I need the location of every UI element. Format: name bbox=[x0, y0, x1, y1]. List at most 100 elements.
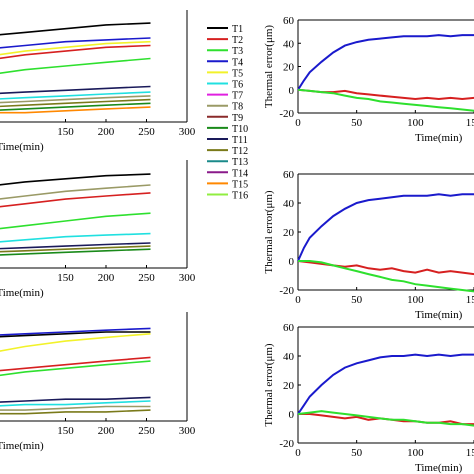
x-tick-label: 0 bbox=[295, 294, 301, 306]
y-tick-label: 40 bbox=[283, 38, 295, 50]
x-tick-label: 200 bbox=[98, 425, 115, 437]
y-axis-label: Thermal error(μm) bbox=[263, 343, 275, 426]
series-line-T1 bbox=[0, 22, 151, 36]
series-line-T12 bbox=[0, 409, 151, 415]
series-line-T2 bbox=[0, 192, 151, 208]
legend-label-T7: T7 bbox=[232, 91, 243, 102]
x-tick-label: 0 bbox=[295, 117, 301, 129]
x-tick-label: 150 bbox=[466, 447, 474, 459]
y-tick-label: 40 bbox=[283, 198, 295, 210]
series-line-T8 bbox=[0, 184, 151, 200]
x-tick-label: 50 bbox=[351, 447, 363, 459]
series-line-T5 bbox=[0, 333, 151, 352]
legend-label-T4: T4 bbox=[232, 57, 243, 68]
legend-label-T3: T3 bbox=[232, 46, 243, 57]
series-line-T6 bbox=[0, 91, 151, 100]
y-tick-label: 20 bbox=[283, 227, 295, 239]
x-axis-label: Time(min) bbox=[0, 141, 44, 153]
series-line-T1 bbox=[0, 173, 151, 186]
thermal-error-panel-3: -200204060050100150Time(min)Thermal erro… bbox=[263, 322, 474, 474]
series-line-T10 bbox=[0, 248, 151, 256]
series-line-1 bbox=[297, 353, 474, 415]
y-tick-label: -20 bbox=[279, 438, 294, 450]
series-line-T15 bbox=[0, 106, 151, 114]
series-line-T6 bbox=[0, 232, 151, 243]
legend-label-T5: T5 bbox=[232, 68, 243, 79]
x-tick-label: 150 bbox=[466, 117, 474, 129]
series-line-3 bbox=[298, 260, 474, 293]
x-tick-label: 150 bbox=[57, 272, 74, 284]
y-tick-label: 40 bbox=[283, 351, 295, 363]
x-tick-label: 100 bbox=[407, 117, 424, 129]
series-line-T1 bbox=[0, 331, 151, 338]
series-line-T8 bbox=[0, 405, 151, 411]
series-line-T3 bbox=[0, 360, 151, 377]
thermal-error-panel-1: -200204060050100150Time(min)Thermal erro… bbox=[263, 15, 474, 144]
x-axis-label: Time(min) bbox=[0, 440, 44, 452]
series-line-T11 bbox=[0, 85, 151, 95]
series-line-T10 bbox=[0, 102, 151, 111]
series-line-2 bbox=[297, 88, 474, 101]
x-tick-label: 100 bbox=[407, 294, 424, 306]
x-tick-label: 200 bbox=[98, 272, 115, 284]
legend-label-T14: T14 bbox=[232, 168, 248, 179]
y-axis-label: Thermal error(μm) bbox=[263, 25, 275, 108]
series-line-T6 bbox=[0, 400, 151, 407]
temperature-panel-3: 150 200 250 300 Time(min) bbox=[0, 312, 196, 452]
x-tick-label: 200 bbox=[98, 126, 115, 138]
legend-label-T1: T1 bbox=[232, 24, 243, 35]
temperature-panel-1: 150 200 250 300 Time(min) bbox=[0, 10, 196, 153]
y-axis-label: Thermal error(μm) bbox=[263, 190, 275, 273]
series-line-T2 bbox=[0, 356, 151, 372]
series-line-3 bbox=[297, 410, 474, 427]
series-line-T2 bbox=[0, 44, 151, 60]
legend-label-T15: T15 bbox=[232, 179, 248, 190]
series-line-T4 bbox=[0, 327, 151, 336]
series-line-1 bbox=[297, 193, 474, 262]
x-axis-label: Time(min) bbox=[0, 287, 44, 299]
y-tick-label: -20 bbox=[279, 108, 294, 120]
legend-label-T12: T12 bbox=[232, 146, 248, 157]
series-line-T12 bbox=[0, 245, 151, 253]
x-tick-label: 50 bbox=[351, 117, 363, 129]
temperature-panel-2: 150 200 250 300 Time(min) bbox=[0, 160, 196, 299]
y-tick-label: 0 bbox=[289, 85, 295, 97]
series-line-3 bbox=[297, 88, 474, 112]
x-tick-label: 50 bbox=[351, 294, 363, 306]
x-axis-label: Time(min) bbox=[415, 462, 463, 474]
legend-label-T2: T2 bbox=[232, 35, 243, 46]
series-line-1 bbox=[297, 34, 474, 91]
thermal-error-panel-2: -200204060050100150Time(min)Thermal erro… bbox=[263, 169, 474, 321]
series-line-T4 bbox=[0, 37, 151, 49]
x-tick-label: 250 bbox=[138, 126, 155, 138]
x-tick-label: 300 bbox=[179, 425, 196, 437]
x-tick-label: 0 bbox=[295, 447, 301, 459]
x-tick-label: 100 bbox=[407, 447, 424, 459]
legend-label-T13: T13 bbox=[232, 157, 248, 168]
x-tick-label: 300 bbox=[179, 272, 196, 284]
series-line-T8 bbox=[0, 95, 151, 104]
x-tick-label: 150 bbox=[57, 425, 74, 437]
y-tick-label: 60 bbox=[283, 169, 295, 181]
y-tick-label: 0 bbox=[289, 409, 295, 421]
y-tick-label: 20 bbox=[283, 62, 295, 74]
x-tick-label: 300 bbox=[179, 126, 196, 138]
y-tick-label: 20 bbox=[283, 380, 295, 392]
series-line-T11 bbox=[0, 396, 151, 403]
y-tick-label: -20 bbox=[279, 285, 294, 297]
y-tick-label: 0 bbox=[289, 256, 295, 268]
series-line-T3 bbox=[0, 57, 151, 74]
legend-label-T9: T9 bbox=[232, 113, 243, 124]
y-tick-label: 60 bbox=[283, 15, 295, 27]
series-line-T3 bbox=[0, 212, 151, 230]
x-tick-label: 150 bbox=[57, 126, 74, 138]
series-line-T11 bbox=[0, 242, 151, 250]
x-tick-label: 150 bbox=[466, 294, 474, 306]
legend-label-T6: T6 bbox=[232, 80, 243, 91]
legend-label-T8: T8 bbox=[232, 102, 243, 113]
series-line-T5 bbox=[0, 40, 151, 56]
x-tick-label: 250 bbox=[138, 425, 155, 437]
x-axis-label: Time(min) bbox=[415, 132, 463, 144]
